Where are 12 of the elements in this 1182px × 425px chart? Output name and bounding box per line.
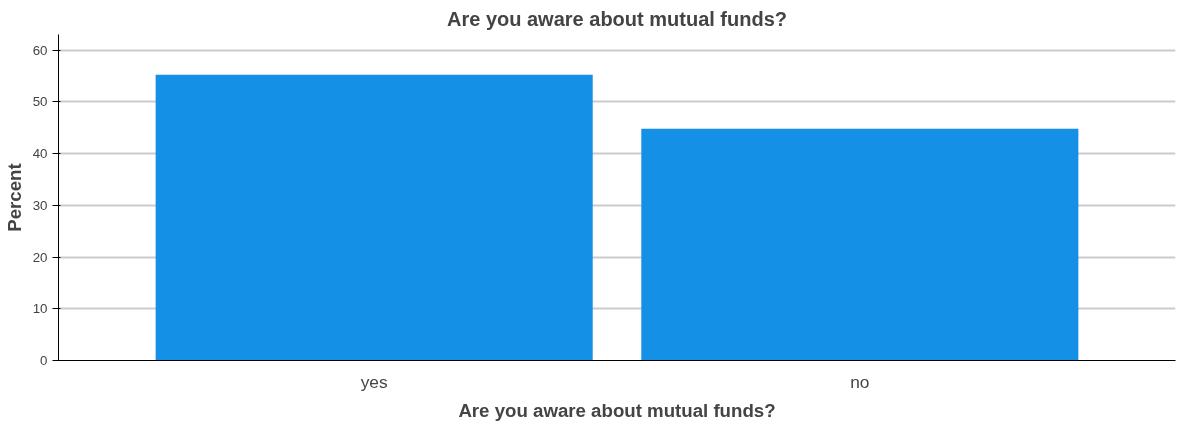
chart-title: Are you aware about mutual funds? <box>446 7 788 30</box>
x-tick-label: yes <box>360 371 388 392</box>
y-tick-label: 20 <box>32 249 48 265</box>
y-axis-title: Percent <box>3 163 25 232</box>
y-tick-label: 0 <box>40 353 48 368</box>
y-tick-label: 50 <box>32 94 48 110</box>
y-tick-label: 30 <box>32 197 48 213</box>
x-tick-label: no <box>850 371 870 392</box>
y-tick-label: 10 <box>32 301 48 317</box>
y-tick-label: 60 <box>32 42 48 58</box>
y-tick-label: 40 <box>32 146 48 162</box>
x-axis-title: Are you aware about mutual funds? <box>458 399 776 421</box>
